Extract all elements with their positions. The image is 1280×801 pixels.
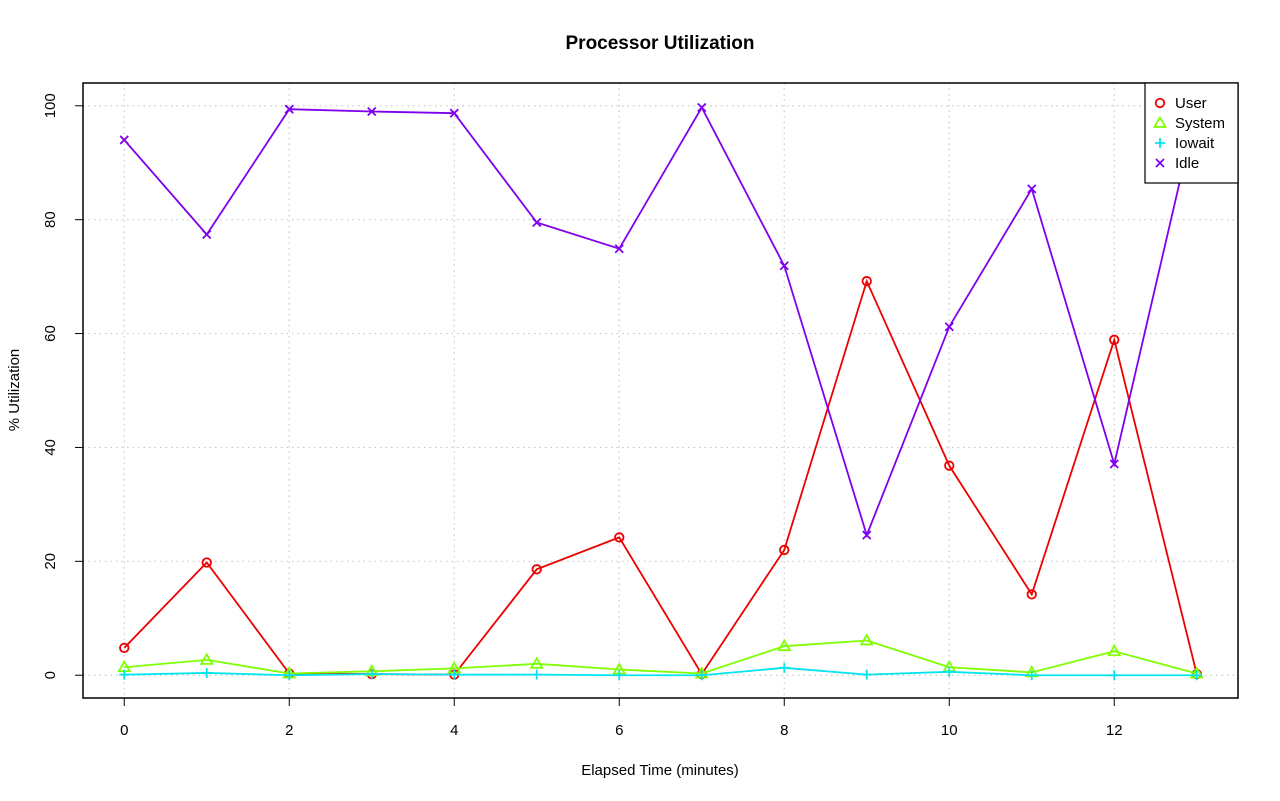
x-tick-label: 4: [450, 722, 458, 739]
data-point: [861, 276, 872, 287]
data-point: [1191, 670, 1202, 681]
series-line: [123, 105, 1198, 538]
y-tick-label: 80: [42, 211, 59, 228]
data-point: [449, 669, 460, 680]
data-point: [1155, 138, 1165, 148]
y-tick-label: 40: [42, 439, 59, 456]
data-point: [944, 666, 955, 677]
legend-entry: Idle: [1155, 155, 1199, 172]
data-point: [199, 652, 214, 665]
series-system: [117, 633, 1204, 679]
data-point: [532, 217, 542, 228]
data-point: [449, 108, 459, 118]
series-iowait: [119, 662, 1202, 681]
x-axis-label: Elapsed Time (minutes): [581, 762, 739, 779]
legend-label: System: [1175, 115, 1225, 132]
data-point: [944, 322, 954, 332]
data-point: [777, 638, 792, 652]
x-tick-label: 2: [285, 722, 293, 739]
data-point: [284, 104, 294, 114]
data-point: [531, 564, 542, 575]
y-tick-label: 20: [42, 553, 59, 570]
data-point: [614, 532, 625, 543]
data-point: [1027, 184, 1037, 194]
data-point: [531, 669, 542, 680]
x-axis: 0 2 4 6 8 10 12: [120, 697, 1123, 739]
series-line: [124, 639, 1197, 675]
legend-label: Idle: [1175, 155, 1199, 172]
data-point: [944, 460, 955, 471]
data-point: [201, 557, 212, 568]
data-point: [862, 530, 872, 540]
legend-label: Iowait: [1175, 135, 1215, 152]
data-point: [284, 670, 295, 681]
data-point: [119, 135, 129, 145]
series-line: [124, 666, 1197, 677]
legend-entry: User: [1154, 95, 1207, 112]
data-point: [697, 102, 707, 113]
data-point: [367, 106, 377, 117]
series-user: [119, 276, 1202, 680]
chart-title: Processor Utilization: [566, 33, 755, 54]
data-point: [614, 670, 625, 681]
data-point: [1107, 644, 1122, 657]
data-point: [779, 261, 789, 271]
data-point: [529, 656, 544, 669]
data-point: [1109, 670, 1120, 681]
data-point: [861, 669, 872, 680]
y-tick-label: 60: [42, 325, 59, 342]
x-tick-label: 6: [615, 722, 623, 739]
plot-frame: [82, 82, 1239, 699]
x-tick-label: 8: [780, 722, 788, 739]
data-point: [779, 662, 790, 673]
data-point: [614, 244, 624, 254]
legend-label: User: [1175, 95, 1207, 112]
data-point: [366, 669, 377, 680]
data-point: [1026, 670, 1037, 681]
data-point: [201, 667, 212, 678]
x-tick-label: 12: [1106, 722, 1123, 739]
data-point: [859, 633, 874, 646]
data-point: [1109, 334, 1120, 345]
data-point: [1154, 97, 1166, 109]
data-point: [1026, 589, 1037, 600]
data-point: [202, 229, 212, 240]
data-point: [1109, 459, 1119, 469]
y-axis-label: % Utilization: [6, 349, 23, 432]
x-tick-label: 0: [120, 722, 128, 739]
data-point: [779, 544, 790, 556]
series-line: [123, 278, 1198, 676]
data-point: [119, 642, 130, 654]
data-point: [1152, 115, 1168, 128]
x-tick-label: 10: [941, 722, 958, 739]
y-tick-label: 0: [42, 671, 59, 679]
series-layer: [117, 102, 1204, 681]
y-axis: 0 20 40 60 80 100: [42, 93, 83, 679]
series-idle: [119, 102, 1202, 540]
y-tick-label: 100: [42, 93, 59, 118]
data-point: [696, 670, 707, 681]
data-point: [1155, 158, 1165, 168]
legend: User System Iowait Idle: [1144, 82, 1239, 184]
data-point: [119, 669, 130, 680]
legend-entry: System: [1152, 115, 1225, 132]
legend-entry: Iowait: [1155, 135, 1215, 152]
